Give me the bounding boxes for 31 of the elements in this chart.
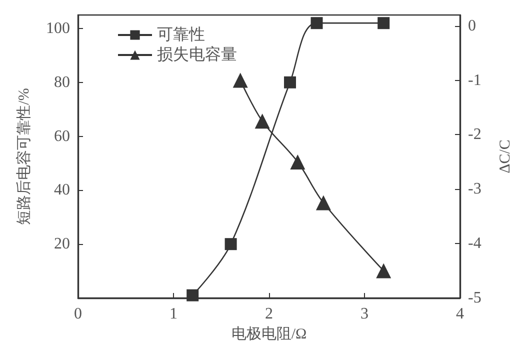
point bbox=[376, 263, 392, 278]
point bbox=[186, 289, 199, 302]
y2-tick-label: -2 bbox=[468, 126, 482, 144]
x-tick-label: 1 bbox=[170, 306, 178, 322]
x-tick-label: 4 bbox=[456, 306, 464, 322]
legend-label: 损失电容量 bbox=[157, 46, 237, 64]
point bbox=[290, 154, 306, 170]
point bbox=[284, 76, 296, 88]
x-tick-label: 0 bbox=[74, 306, 82, 322]
y2-tick-label: -1 bbox=[468, 72, 482, 89]
x-tick-label: 3 bbox=[360, 306, 368, 322]
point bbox=[224, 238, 237, 250]
y-tick-label: 20 bbox=[54, 236, 70, 253]
y-axis-title: 短路后电容可靠性/% bbox=[16, 88, 32, 225]
point bbox=[316, 195, 331, 210]
y-tick-label: 40 bbox=[54, 182, 70, 199]
x-axis-title: 电极电阻/Ω bbox=[231, 325, 307, 342]
y2-tick-label: -3 bbox=[468, 180, 482, 198]
point bbox=[254, 114, 270, 129]
x-tick-label: 2 bbox=[265, 306, 273, 322]
y2-axis-title: ΔC/C bbox=[498, 140, 514, 174]
y-tick-label: 60 bbox=[54, 128, 70, 145]
y2-tick-label: -5 bbox=[468, 290, 482, 306]
y2-tick-label: -4 bbox=[468, 235, 482, 252]
point bbox=[378, 17, 390, 30]
y-tick-label: 100 bbox=[46, 20, 70, 37]
point bbox=[232, 72, 248, 88]
legend-label: 可靠性 bbox=[157, 26, 205, 44]
y2-tick-label: 0 bbox=[468, 17, 476, 34]
y-tick-label: 80 bbox=[54, 74, 70, 91]
point bbox=[310, 17, 323, 30]
